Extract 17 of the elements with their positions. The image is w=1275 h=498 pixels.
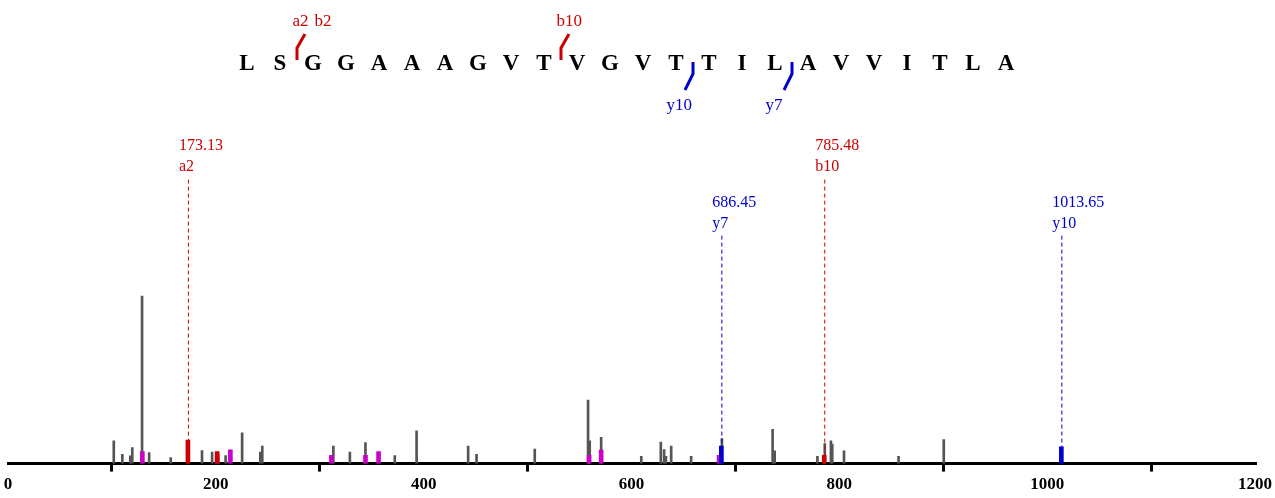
- ref-line-label: 1013.65 y10: [1052, 193, 1105, 232]
- x-tick-label: 400: [410, 474, 437, 494]
- x-tick-label: 1200: [1238, 474, 1272, 494]
- text: L S G G A A A G V T V G V T T I L A V V I T L A: [239, 50, 1015, 75]
- ref-line-label: 686.45 y7: [712, 193, 757, 232]
- text: b10: [556, 11, 582, 30]
- ref-line-label: 173.13 a2: [178, 136, 223, 174]
- x-tick-label: 800: [826, 474, 853, 494]
- text: b2: [314, 11, 332, 30]
- text: a2: [292, 11, 309, 30]
- x-tick-label: 0: [3, 474, 13, 494]
- x-tick-label: 200: [203, 474, 229, 494]
- x-tick-label: 1000: [1030, 474, 1065, 494]
- x-tick-label: 600: [618, 474, 645, 494]
- text: y7: [765, 95, 783, 114]
- text: y10: [666, 95, 692, 114]
- ref-line-label: 785.48 b10: [815, 136, 860, 174]
